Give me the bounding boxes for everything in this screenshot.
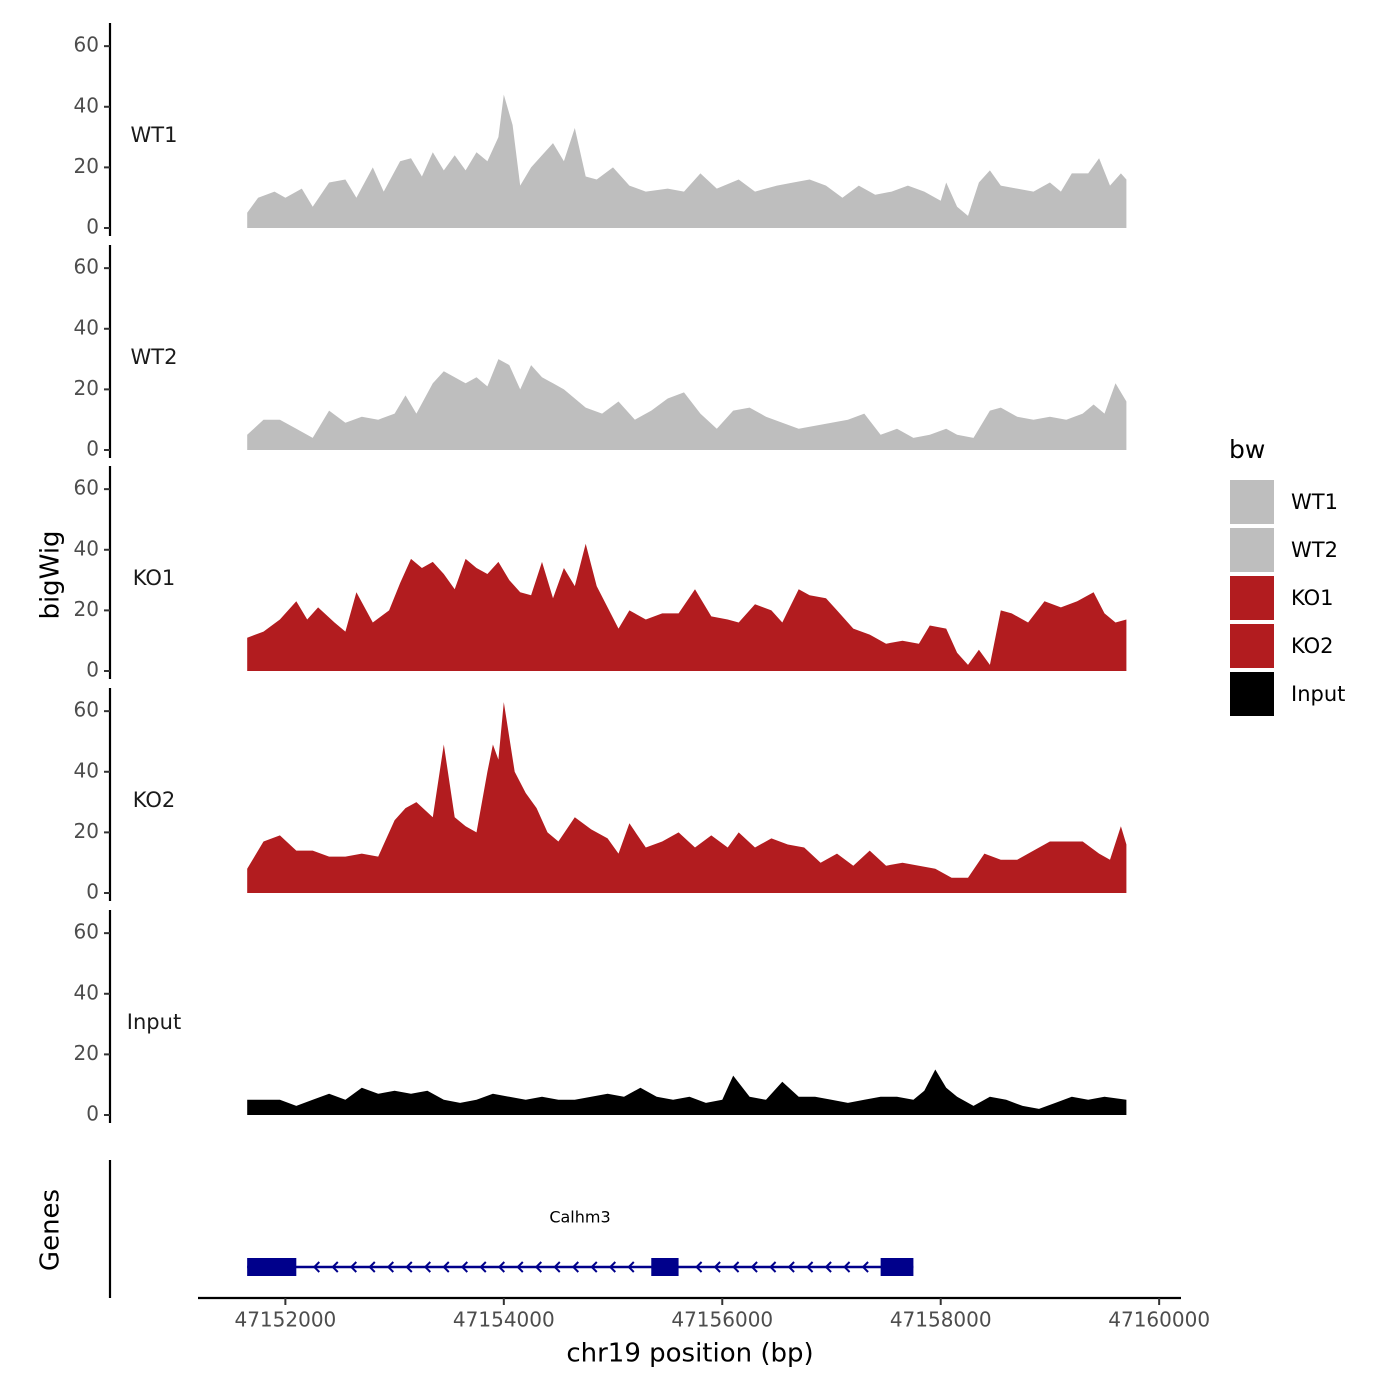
strand-arrow bbox=[312, 1261, 321, 1273]
strand-arrow bbox=[405, 1261, 413, 1273]
track-label: WT1 bbox=[131, 123, 178, 147]
strand-arrow bbox=[732, 1261, 740, 1273]
legend-item-ko2: KO2 bbox=[1230, 624, 1334, 668]
strand-arrow bbox=[627, 1261, 635, 1273]
strand-arrow bbox=[516, 1261, 524, 1273]
x-tick-label: 47156000 bbox=[671, 1308, 773, 1332]
legend-label: WT2 bbox=[1291, 538, 1338, 562]
track-label: Input bbox=[127, 1010, 181, 1034]
strand-arrow bbox=[349, 1261, 358, 1273]
y-tick-label: 0 bbox=[86, 215, 99, 239]
track-label: KO2 bbox=[133, 788, 176, 812]
legend-label: WT1 bbox=[1291, 490, 1338, 514]
track-ko1: 0 20 40 60 KO1 bbox=[74, 466, 1127, 682]
track-ko2: 0 20 40 60 KO2 bbox=[74, 688, 1127, 904]
y-tick-label: 60 bbox=[74, 698, 99, 722]
signal-tracks: 0 20 40 60 WT1 0 20 40 60 WT2 0 20 40 60 KO1 0 20 40 60 KO2… bbox=[74, 23, 1127, 1126]
legend-swatch bbox=[1230, 480, 1274, 524]
legend-swatch bbox=[1230, 576, 1274, 620]
strand-arrow bbox=[769, 1261, 777, 1273]
y-tick-label: 0 bbox=[86, 658, 99, 682]
track-label: KO1 bbox=[133, 566, 176, 590]
legend-title: bw bbox=[1229, 435, 1265, 464]
strand-arrow bbox=[331, 1261, 339, 1273]
strand-arrow bbox=[750, 1261, 758, 1273]
strand-arrow bbox=[608, 1261, 617, 1273]
x-axis: 47152000 47154000 47156000 47158000 47160000 bbox=[198, 1296, 1210, 1332]
y-tick-label: 0 bbox=[86, 437, 99, 461]
strand-arrow bbox=[571, 1261, 580, 1273]
legend: bw WT1 WT2 KO1 KO2 Input bbox=[1229, 435, 1345, 716]
x-axis-title: chr19 position (bp) bbox=[566, 1339, 813, 1369]
y-tick-label: 0 bbox=[86, 1102, 99, 1126]
strand-arrow bbox=[806, 1261, 814, 1273]
y-tick-label: 60 bbox=[74, 255, 99, 279]
track-label: WT2 bbox=[131, 345, 178, 369]
y-tick-label: 60 bbox=[74, 33, 99, 57]
strand-arrow bbox=[460, 1261, 469, 1273]
track-wt2: 0 20 40 60 WT2 bbox=[74, 245, 1127, 461]
x-tick-label: 47158000 bbox=[890, 1308, 992, 1332]
legend-item-input: Input bbox=[1230, 672, 1345, 716]
strand-arrow bbox=[824, 1261, 832, 1273]
strand-arrow bbox=[843, 1261, 851, 1273]
signal-area-wt1 bbox=[247, 94, 1127, 228]
legend-swatch bbox=[1230, 528, 1274, 572]
gene-exon bbox=[880, 1258, 914, 1276]
strand-arrow bbox=[479, 1261, 487, 1273]
strand-arrow bbox=[553, 1261, 561, 1273]
legend-swatch bbox=[1230, 672, 1274, 716]
gene-track: Calhm3 bbox=[108, 1160, 914, 1298]
genes-axis-title: Genes bbox=[36, 1189, 66, 1271]
y-tick-label: 40 bbox=[74, 980, 99, 1004]
signal-area-ko1 bbox=[247, 543, 1127, 671]
y-tick-label: 60 bbox=[74, 920, 99, 944]
signal-area-wt2 bbox=[247, 359, 1127, 450]
gene-name-label: Calhm3 bbox=[549, 1208, 610, 1227]
y-axis-title: bigWig bbox=[36, 530, 66, 619]
y-tick-label: 20 bbox=[74, 1041, 99, 1065]
strand-arrow bbox=[695, 1261, 703, 1273]
strand-arrow bbox=[497, 1261, 506, 1273]
legend-item-wt1: WT1 bbox=[1230, 480, 1338, 524]
y-tick-label: 0 bbox=[86, 880, 99, 904]
y-tick-label: 40 bbox=[74, 758, 99, 782]
y-tick-label: 20 bbox=[74, 597, 99, 621]
strand-arrow bbox=[861, 1261, 869, 1273]
legend-label: KO1 bbox=[1291, 586, 1334, 610]
strand-arrow bbox=[590, 1261, 598, 1273]
strand-arrow bbox=[787, 1261, 795, 1273]
gene-exon bbox=[247, 1258, 297, 1276]
strand-arrow bbox=[534, 1261, 543, 1273]
signal-area-input bbox=[247, 1069, 1127, 1115]
y-tick-label: 60 bbox=[74, 476, 99, 500]
legend-item-wt2: WT2 bbox=[1230, 528, 1338, 572]
legend-item-ko1: KO1 bbox=[1230, 576, 1334, 620]
strand-arrow bbox=[368, 1261, 376, 1273]
signal-area-ko2 bbox=[247, 702, 1127, 893]
legend-swatch bbox=[1230, 624, 1274, 668]
strand-arrow bbox=[713, 1261, 721, 1273]
y-tick-label: 20 bbox=[74, 154, 99, 178]
x-tick-label: 47154000 bbox=[453, 1308, 555, 1332]
y-tick-label: 40 bbox=[74, 315, 99, 339]
y-tick-label: 20 bbox=[74, 376, 99, 400]
x-tick-label: 47160000 bbox=[1108, 1308, 1210, 1332]
x-tick-label: 47152000 bbox=[234, 1308, 336, 1332]
strand-arrow bbox=[423, 1261, 432, 1273]
strand-arrow bbox=[386, 1261, 395, 1273]
legend-label: Input bbox=[1291, 682, 1345, 706]
y-tick-label: 20 bbox=[74, 819, 99, 843]
strand-arrow bbox=[442, 1261, 450, 1273]
legend-label: KO2 bbox=[1291, 634, 1334, 658]
track-wt1: 0 20 40 60 WT1 bbox=[74, 23, 1127, 239]
gene-exon bbox=[651, 1258, 679, 1276]
y-tick-label: 40 bbox=[74, 536, 99, 560]
track-input: 0 20 40 60 Input bbox=[74, 910, 1127, 1126]
y-tick-label: 40 bbox=[74, 93, 99, 117]
